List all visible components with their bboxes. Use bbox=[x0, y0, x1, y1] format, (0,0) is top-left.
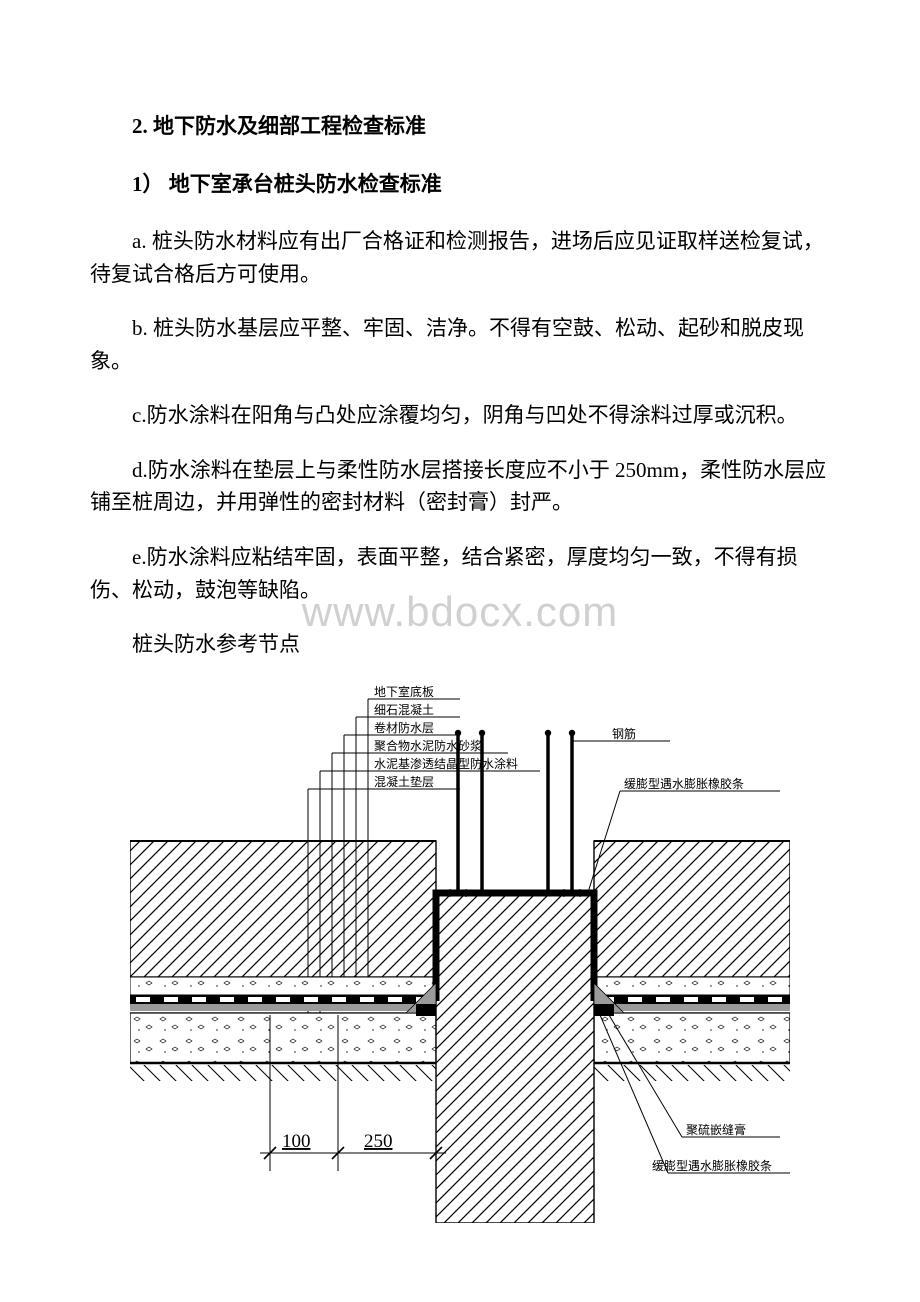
svg-text:缓膨型遇水膨胀橡胶条: 缓膨型遇水膨胀橡胶条 bbox=[652, 1158, 772, 1173]
rebar-label: 钢筋 bbox=[572, 726, 670, 741]
mortar-layer-right bbox=[594, 1004, 790, 1011]
svg-text:250: 250 bbox=[364, 1131, 393, 1152]
svg-text:混凝土垫层: 混凝土垫层 bbox=[374, 774, 434, 789]
rebar-caps bbox=[455, 729, 575, 735]
svg-text:卷材防水层: 卷材防水层 bbox=[374, 720, 434, 735]
svg-text:水泥基渗透结晶型防水涂料: 水泥基渗透结晶型防水涂料 bbox=[374, 756, 518, 771]
dimension-values: 100 250 bbox=[282, 1131, 393, 1152]
pile-head-waterproof-figure: 地下室底板 细石混凝土 卷材防水层 聚合物水泥防水砂浆 水泥基渗透结晶型防水涂料… bbox=[130, 683, 790, 1223]
paragraph-b: b. 桩头防水基层应平整、牢固、洁净。不得有空鼓、松动、起砂和脱皮现象。 bbox=[90, 312, 830, 377]
svg-text:聚合物水泥防水砂浆: 聚合物水泥防水砂浆 bbox=[374, 738, 482, 753]
paragraph-e: e.防水涂料应粘结牢固，表面平整，结合紧密，厚度均匀一致，不得有损伤、松动，鼓泡… bbox=[90, 541, 830, 606]
svg-text:100: 100 bbox=[282, 1131, 311, 1152]
svg-text:细石混凝土: 细石混凝土 bbox=[374, 702, 434, 717]
svg-text:地下室底板: 地下室底板 bbox=[374, 684, 434, 699]
paragraph-a: a. 桩头防水材料应有出厂合格证和检测报告，进场后应见证取样送检复试，待复试合格… bbox=[90, 225, 830, 290]
svg-text:钢筋: 钢筋 bbox=[612, 726, 636, 741]
pile-body bbox=[406, 889, 624, 1223]
layer-labels: 地下室底板 细石混凝土 卷材防水层 聚合物水泥防水砂浆 水泥基渗透结晶型防水涂料… bbox=[374, 684, 518, 789]
section-heading-2: 2. 地下防水及细部工程检查标准 bbox=[90, 110, 830, 144]
figure-caption: 桩头防水参考节点 bbox=[90, 628, 830, 661]
mortar-layer-left bbox=[130, 1004, 436, 1011]
svg-text:缓膨型遇水膨胀橡胶条: 缓膨型遇水膨胀橡胶条 bbox=[624, 776, 744, 791]
paragraph-c: c.防水涂料在阳角与凸处应涂覆均匀，阴角与凹处不得涂料过厚或沉积。 bbox=[90, 399, 830, 432]
svg-text:聚硫嵌缝膏: 聚硫嵌缝膏 bbox=[686, 1122, 746, 1137]
paragraph-d: d.防水涂料在垫层上与柔性防水层搭接长度应不小于 250mm，柔性防水层应铺至桩… bbox=[90, 454, 830, 519]
section-heading-2-1: 1） 地下室承台桩头防水检查标准 bbox=[90, 168, 830, 202]
